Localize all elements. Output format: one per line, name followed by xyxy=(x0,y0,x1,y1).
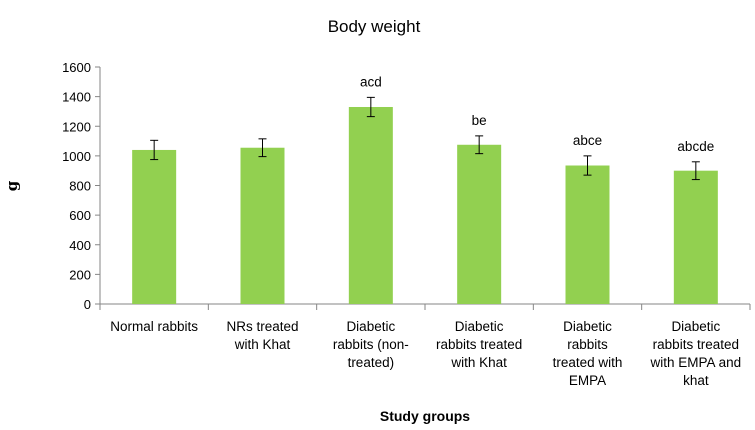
x-tick-label: Diabetic rabbits treated with EMPA and khat xyxy=(650,319,742,388)
x-tick-label-line: EMPA xyxy=(569,373,606,388)
y-tick-label: 1200 xyxy=(62,119,91,134)
y-tick-label: 1000 xyxy=(62,149,91,164)
bar xyxy=(457,144,502,304)
x-tick-label-line: rabbits (non- xyxy=(333,337,409,352)
x-tick-label: Diabetic rabbits treated with Khat xyxy=(436,319,522,370)
x-tick-label-line: rabbits treated xyxy=(653,337,739,352)
y-tick-label: 800 xyxy=(69,179,91,194)
bar xyxy=(348,106,393,305)
x-tick-label-line: with Khat xyxy=(234,337,291,352)
x-tick-label-line: rabbits xyxy=(567,337,608,352)
bar xyxy=(673,170,718,304)
y-tick-label: 200 xyxy=(69,267,91,282)
y-tick-label: 1600 xyxy=(62,60,91,75)
chart-title: Body weight xyxy=(328,17,421,36)
plot-area: 0 200 400 600 800 1000 1200 1400 1600 Normal rabb… xyxy=(62,60,751,388)
bar xyxy=(565,165,610,304)
x-tick-label-line: Normal rabbits xyxy=(110,319,198,334)
x-tick-label: NRs treated with Khat xyxy=(226,319,298,352)
y-axis-label: g xyxy=(3,180,21,191)
x-tick-label-line: Diabetic xyxy=(563,319,612,334)
x-tick-label: Normal rabbits xyxy=(110,319,198,334)
y-tick-label: 1400 xyxy=(62,90,91,105)
y-tick-label: 0 xyxy=(84,297,91,312)
x-tick-label-line: Diabetic xyxy=(346,319,395,334)
x-tick-label: Diabetic rabbits (non-treated) xyxy=(333,319,409,370)
x-tick-label-line: khat xyxy=(683,373,709,388)
y-tick-label: 600 xyxy=(69,208,91,223)
y-tick-label: 400 xyxy=(69,238,91,253)
data-annotation: acd xyxy=(360,74,382,89)
bar xyxy=(132,149,177,304)
x-tick-label-line: treated with xyxy=(553,355,623,370)
x-tick-label-line: with EMPA and xyxy=(650,355,742,370)
x-tick-label: Diabetic rabbits treated with EMPA xyxy=(553,319,623,388)
x-axis-label: Study groups xyxy=(380,408,470,424)
x-tick-label-line: treated) xyxy=(348,355,395,370)
x-tick-label-line: Diabetic xyxy=(671,319,720,334)
data-annotation: be xyxy=(472,113,487,128)
bar xyxy=(240,147,285,304)
data-annotation: abcde xyxy=(677,139,714,154)
data-annotation: abce xyxy=(573,133,602,148)
x-tick-label-line: NRs treated xyxy=(226,319,298,334)
x-tick-label-line: Diabetic xyxy=(455,319,504,334)
x-tick-label-line: with Khat xyxy=(450,355,507,370)
x-tick-label-line: rabbits treated xyxy=(436,337,522,352)
